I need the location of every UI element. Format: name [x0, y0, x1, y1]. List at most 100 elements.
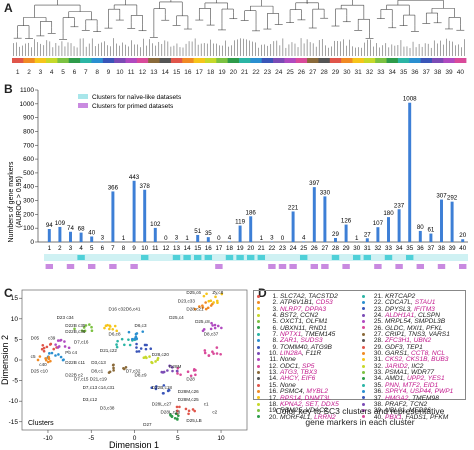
- bar-value-label: 0: [281, 235, 285, 242]
- x-tick-label: 32: [374, 245, 381, 252]
- bar-value-label: 330: [320, 189, 331, 196]
- bar-value-label: 109: [55, 220, 66, 227]
- naive-marker: [363, 255, 372, 260]
- scatter-point: [198, 305, 201, 308]
- bar: [376, 227, 380, 242]
- cluster-number: 2.: [272, 299, 279, 307]
- scatter-point: [83, 329, 87, 333]
- bar-value-label: 307: [436, 193, 447, 200]
- cluster-color-cell: [148, 58, 160, 63]
- gene-marker: , TMEM98: [408, 394, 439, 402]
- point-annotation: D25,c4: [169, 315, 184, 320]
- cluster-color-cell: [227, 58, 240, 63]
- y-tick-label: 15: [11, 295, 19, 302]
- cluster-number: 34.: [373, 375, 383, 383]
- y-axis-label: Dimension 2: [0, 335, 10, 385]
- cluster-number: 22: [252, 69, 260, 76]
- cluster-color-cell: [329, 58, 342, 63]
- cluster-number: 36: [411, 69, 419, 76]
- point-annotation: D3,c13: [91, 360, 106, 365]
- x-axis-label: Dimension 1: [109, 440, 159, 450]
- scatter-point: [202, 294, 206, 298]
- cluster-number: 7.: [272, 331, 279, 339]
- cluster-color-cell: [159, 58, 172, 63]
- point-annotation: D22B c35: [65, 323, 86, 328]
- cluster-number: 26: [298, 69, 306, 76]
- scatter-point: [103, 326, 106, 330]
- scatter-panel: -10 -5 0 5 10 -15 -10 -5 0 5 10 15 D05 c39 Pb c4 c5c40…: [0, 289, 248, 450]
- cluster-number: 12.: [268, 362, 278, 370]
- bar: [334, 237, 337, 242]
- bar: [450, 201, 454, 242]
- key-row: 15. None: [257, 382, 339, 389]
- bar-value-label: 3: [270, 235, 274, 242]
- cluster-number: 4.: [272, 312, 279, 320]
- cluster-number: 40.: [373, 413, 383, 421]
- gene-marker: , FADS1, PFKM: [401, 413, 449, 421]
- x-tick-label: 16: [205, 245, 212, 252]
- scatter-point: [148, 355, 151, 358]
- scatter-points: [36, 292, 224, 421]
- cluster-color-cell: [193, 58, 206, 63]
- gene-marker: ZAR1, SUDS3: [280, 337, 323, 345]
- scatter-point: [46, 360, 50, 364]
- x-tick-label: 5: [176, 435, 180, 442]
- scatter-point: [169, 413, 172, 417]
- gene-marker: KRTCAP2: [385, 293, 416, 300]
- scatter-point: [211, 350, 214, 354]
- gene-marker: PSMC4,: [280, 388, 307, 396]
- naive-marker: [384, 255, 393, 260]
- bar-value-label: 29: [332, 231, 339, 238]
- cluster-number: 38: [434, 69, 442, 76]
- cluster-color-cell: [102, 58, 115, 63]
- cluster-color-dot: [362, 370, 365, 374]
- cluster-color-cell: [352, 58, 365, 63]
- bar: [312, 187, 316, 242]
- primed-marker: [416, 264, 425, 269]
- bar-value-label: 378: [140, 183, 151, 190]
- scatter-point: [142, 356, 146, 360]
- bar-value-label: 74: [67, 225, 74, 232]
- cluster-color-dot: [257, 345, 260, 349]
- x-tick-label: 31: [364, 245, 371, 252]
- bar-value-label: 366: [108, 184, 119, 191]
- gene-marker: MORF4L1,: [280, 413, 315, 421]
- scatter-point: [90, 329, 94, 333]
- point-annotation: D22B c11: [65, 360, 85, 365]
- x-tick-label: 11: [152, 245, 159, 252]
- key-row: 16. PSMC4, MYBL2: [257, 388, 339, 396]
- cluster-color-dot: [257, 313, 260, 317]
- cluster-number: 14.: [268, 375, 278, 383]
- scatter-point: [192, 367, 196, 371]
- point-annotation: c1: [204, 401, 209, 406]
- y-tick-label: 1100: [20, 87, 34, 94]
- scatter-point: [191, 408, 195, 411]
- cluster-number: 17.: [268, 394, 278, 402]
- cluster-number: 2: [27, 69, 31, 76]
- scatter-point: [176, 409, 179, 413]
- x-tick-label: 8: [122, 245, 126, 252]
- scatter-point: [193, 409, 197, 413]
- cluster-number: 18.: [268, 400, 278, 408]
- cluster-number: 24.: [373, 312, 383, 320]
- point-annotation: D16 c32: [109, 307, 127, 312]
- legend-naive-label: Clusters for naïve-like datasets: [92, 94, 182, 101]
- gene-marker: , CLSPN: [414, 312, 440, 320]
- gene-marker: HMGA2: [385, 394, 409, 402]
- cluster-number: 25.: [373, 318, 383, 326]
- x-tick-label: 27: [321, 245, 328, 252]
- scatter-point: [54, 343, 57, 346]
- y-tick-label: -5: [12, 378, 18, 385]
- x-tick-label: 26: [311, 245, 318, 252]
- x-tick-label: 4: [79, 245, 83, 252]
- cluster-number: 35.: [373, 381, 383, 389]
- key-row: 28. ZFC3H1, UBN2: [362, 337, 453, 344]
- naive-marker: [257, 255, 266, 260]
- scatter-point: [50, 351, 54, 355]
- cluster-number: 3: [39, 69, 43, 76]
- cluster-color-dot: [362, 383, 365, 387]
- scatter-point: [173, 416, 177, 420]
- primed-marker: [215, 264, 223, 269]
- scatter-point: [112, 369, 115, 372]
- scatter-point: [166, 369, 169, 372]
